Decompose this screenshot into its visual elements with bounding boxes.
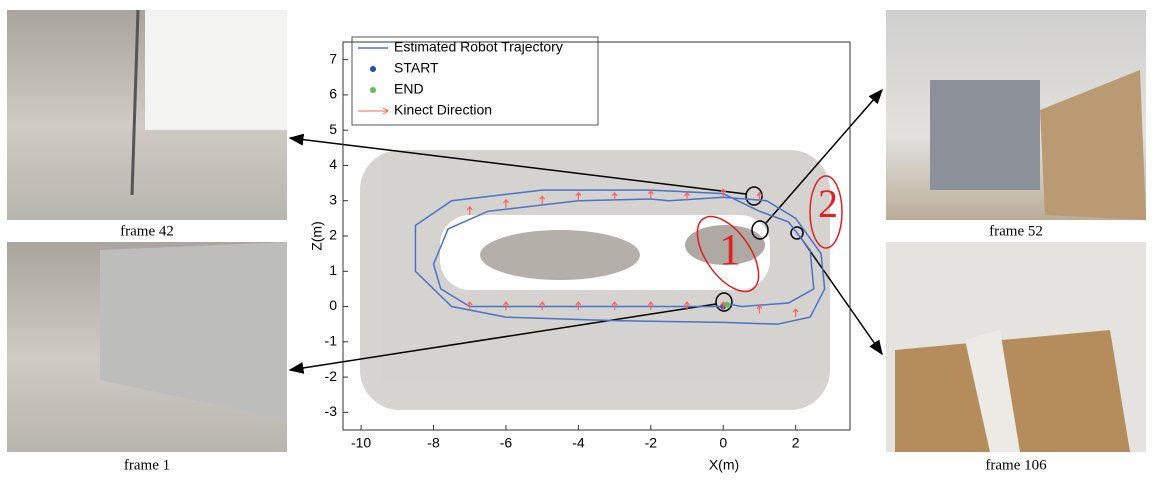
y-tick-label: -2 — [325, 368, 338, 384]
x-tick-label: -2 — [645, 435, 658, 451]
y-tick-label: 7 — [329, 50, 337, 66]
page: X(m) Z(m) 1 2 frame 42 frame 1 frame 52 … — [0, 0, 1152, 476]
figure: X(m) Z(m) 1 2 frame 42 frame 1 frame 52 … — [0, 0, 1152, 476]
y-tick-label: 1 — [329, 262, 337, 278]
x-axis-label: X(m) — [709, 457, 739, 473]
y-axis-label: Z(m) — [309, 221, 325, 251]
legend-swatch — [370, 66, 376, 72]
y-tick-label: 3 — [329, 191, 337, 207]
x-tick-label: -8 — [427, 435, 440, 451]
x-tick-label: 2 — [792, 435, 800, 451]
y-tick-label: 0 — [329, 297, 337, 313]
caption: frame 52 — [989, 223, 1043, 239]
legend-label: START — [394, 60, 439, 76]
y-tick-label: 2 — [329, 227, 337, 243]
x-tick-label: 0 — [719, 435, 727, 451]
legend-label: END — [394, 81, 424, 97]
legend-swatch — [370, 87, 376, 93]
annotation: 1 — [719, 225, 741, 274]
caption: frame 1 — [124, 457, 170, 473]
caption: frame 42 — [120, 223, 174, 239]
x-tick-label: -4 — [572, 435, 585, 451]
photo-frame-1 — [7, 242, 287, 452]
x-tick-label: -6 — [500, 435, 513, 451]
legend-label: Estimated Robot Trajectory — [394, 39, 563, 55]
photo-frame-106 — [886, 242, 1146, 452]
y-tick-label: 4 — [329, 156, 337, 172]
photo-frame-52 — [886, 10, 1146, 220]
photo-frame-42 — [7, 10, 287, 220]
y-tick-label: 5 — [329, 121, 337, 137]
caption: frame 106 — [985, 457, 1047, 473]
y-tick-label: 6 — [329, 86, 337, 102]
y-tick-label: -3 — [325, 403, 338, 419]
legend-label: Kinect Direction — [394, 102, 492, 118]
annotation: 2 — [818, 181, 838, 226]
y-tick-label: -1 — [325, 333, 338, 349]
x-tick-label: -10 — [351, 435, 371, 451]
